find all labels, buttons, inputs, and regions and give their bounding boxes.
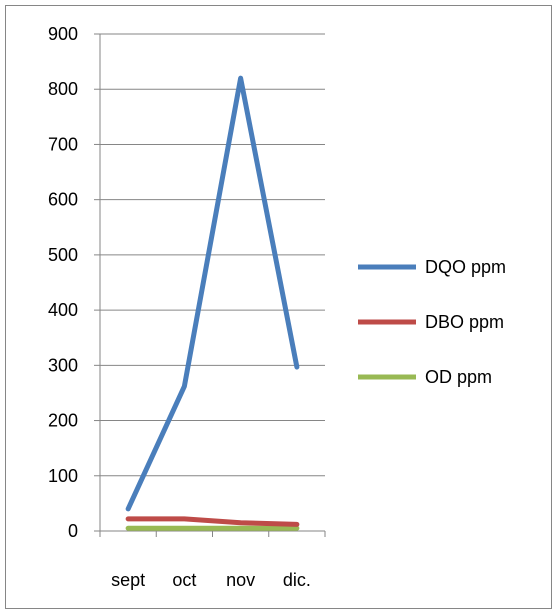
series-line-dbo-ppm bbox=[125, 516, 300, 527]
series-line-dqo-ppm bbox=[125, 75, 300, 512]
y-tick-label-0: 0 bbox=[68, 521, 78, 541]
legend-label-od-ppm: OD ppm bbox=[425, 367, 492, 387]
x-tick-label-dic: dic. bbox=[283, 570, 311, 590]
y-tick-label-500: 500 bbox=[48, 245, 78, 265]
y-tick-label-200: 200 bbox=[48, 411, 78, 431]
x-tick-labels: sept oct nov dic. bbox=[111, 570, 311, 590]
chart-frame bbox=[5, 5, 552, 609]
y-tick-label-400: 400 bbox=[48, 300, 78, 320]
y-tick-label-900: 900 bbox=[48, 24, 78, 44]
y-tick-label-700: 700 bbox=[48, 134, 78, 154]
legend: DQO ppm DBO ppm OD ppm bbox=[358, 257, 506, 387]
y-tick-label-300: 300 bbox=[48, 355, 78, 375]
y-tick-label-800: 800 bbox=[48, 79, 78, 99]
legend-label-dbo-ppm: DBO ppm bbox=[425, 312, 504, 332]
y-tick-label-600: 600 bbox=[48, 190, 78, 210]
legend-label-dqo-ppm: DQO ppm bbox=[425, 257, 506, 277]
x-tick-label-oct: oct bbox=[172, 570, 196, 590]
x-tick-label-nov: nov bbox=[226, 570, 255, 590]
y-tick-labels: 0 100 200 300 400 500 600 700 800 900 bbox=[48, 24, 78, 541]
y-tick-label-100: 100 bbox=[48, 466, 78, 486]
gridlines bbox=[100, 33, 325, 477]
axes bbox=[94, 33, 326, 537]
series-lines bbox=[125, 75, 300, 531]
x-tick-label-sept: sept bbox=[111, 570, 145, 590]
